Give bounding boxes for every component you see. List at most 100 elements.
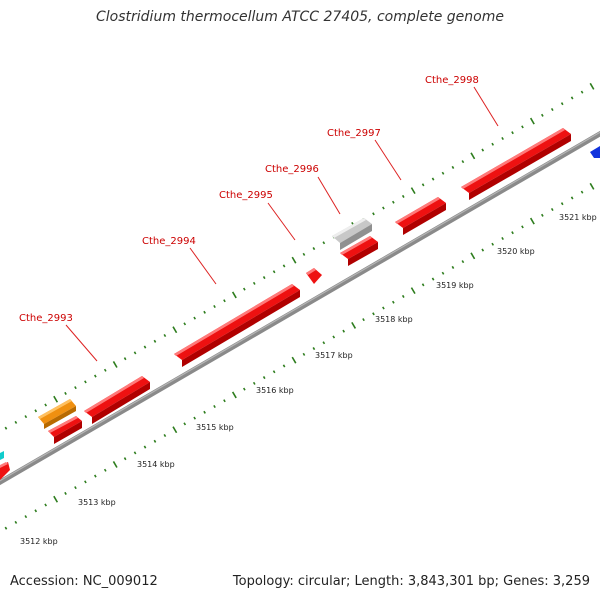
outer-ring-minor-tick — [560, 102, 564, 106]
scale-label-3517: 3517 kbp — [315, 351, 353, 360]
inner-ring-minor-tick — [282, 364, 286, 368]
outer-ring-minor-tick — [44, 403, 48, 407]
inner-ring-minor-tick — [570, 196, 574, 200]
gene-cthe-2993[interactable] — [84, 376, 150, 424]
outer-ring-minor-tick — [223, 299, 226, 303]
inner-ring-minor-tick — [511, 231, 514, 235]
outer-ring-minor-tick — [143, 345, 147, 349]
inner-ring-minor-tick — [34, 509, 38, 513]
outer-ring-minor-tick — [103, 368, 107, 372]
outer-ring-minor-tick — [451, 165, 455, 169]
outer-ring-minor-tick — [521, 125, 524, 129]
gene-label-cthe-2994: Cthe_2994 — [142, 236, 196, 247]
inner-ring-minor-tick — [24, 515, 28, 519]
inner-ring-minor-tick — [153, 439, 157, 443]
inner-ring-major-tick — [172, 426, 178, 434]
outer-ring-minor-tick — [203, 310, 206, 314]
outer-ring-minor-tick — [183, 322, 187, 326]
inner-ring-minor-tick — [421, 283, 425, 287]
inner-ring-major-tick — [470, 252, 476, 260]
outer-ring-minor-tick — [391, 200, 395, 204]
outer-ring-minor-tick — [461, 160, 465, 164]
gene-red-small-2[interactable] — [340, 236, 378, 266]
outer-ring-minor-tick — [491, 142, 495, 146]
map-title: Clostridium thermocellum ATCC 27405, com… — [96, 9, 504, 25]
inner-ring-minor-tick — [372, 312, 375, 316]
outer-ring-minor-tick — [550, 107, 554, 112]
outer-tick-ring — [4, 82, 595, 430]
outer-ring-minor-tick — [74, 386, 77, 390]
inner-ring-minor-tick — [14, 520, 18, 524]
topology-text: Topology: circular; Length: 3,843,301 bp… — [232, 574, 590, 589]
outer-ring-minor-tick — [580, 90, 584, 94]
outer-ring-minor-tick — [242, 287, 246, 291]
inner-ring-minor-tick — [4, 526, 8, 530]
scale-label-3516: 3516 kbp — [256, 386, 294, 395]
inner-ring-minor-tick — [123, 457, 127, 461]
inner-ring-minor-tick — [74, 486, 77, 490]
inner-ring-minor-tick — [213, 404, 216, 409]
gene-cyan-partial[interactable] — [0, 451, 4, 461]
inner-ring-minor-tick — [521, 225, 524, 229]
inner-ring-minor-tick — [84, 480, 87, 484]
outer-ring-minor-tick — [252, 281, 256, 285]
gene-cthe-2995[interactable] — [306, 268, 322, 284]
outer-ring-minor-tick — [153, 339, 157, 343]
scale-label-3512: 3512 kbp — [20, 537, 58, 546]
inner-ring-minor-tick — [242, 387, 246, 391]
outer-ring-minor-tick — [322, 241, 326, 245]
inner-ring-minor-tick — [103, 468, 107, 472]
outer-ring-major-tick — [410, 187, 416, 195]
inner-ring-minor-tick — [580, 190, 584, 194]
inner-ring-minor-tick — [272, 370, 276, 374]
inner-ring-minor-tick — [322, 341, 326, 345]
gene-label-cthe-2995: Cthe_2995 — [219, 190, 273, 201]
inner-ring-minor-tick — [302, 352, 306, 356]
outer-ring-minor-tick — [372, 212, 375, 216]
inner-ring-major-tick — [589, 182, 595, 190]
outer-ring-minor-tick — [421, 183, 425, 187]
scale-label-3520: 3520 kbp — [497, 247, 535, 256]
outer-ring-minor-tick — [401, 194, 405, 198]
inner-ring-minor-tick — [143, 445, 147, 449]
outer-ring-minor-tick — [501, 136, 504, 141]
gene-orange[interactable] — [38, 399, 76, 429]
outer-ring-major-tick — [589, 82, 595, 90]
outer-ring-minor-tick — [93, 374, 97, 378]
gene-blue-partial[interactable] — [590, 146, 600, 158]
inner-ring-minor-tick — [193, 416, 197, 420]
inner-ring-minor-tick — [44, 503, 48, 507]
outer-ring-minor-tick — [312, 247, 316, 251]
inner-ring-major-tick — [112, 461, 118, 468]
outer-ring-minor-tick — [570, 96, 574, 100]
inner-ring-minor-tick — [431, 277, 435, 281]
gene-cthe-2997[interactable] — [395, 197, 446, 235]
gene-red-partial-top — [0, 462, 8, 468]
outer-ring-major-tick — [53, 395, 59, 403]
genome-backbone-highlight — [0, 131, 600, 482]
inner-ring-minor-tick — [332, 335, 336, 339]
outer-ring-minor-tick — [213, 304, 216, 309]
inner-ring-minor-tick — [441, 271, 445, 275]
inner-ring-minor-tick — [461, 260, 465, 264]
inner-ring-minor-tick — [223, 399, 226, 403]
outer-ring-major-tick — [231, 291, 237, 299]
scale-label-3514: 3514 kbp — [137, 460, 175, 469]
outer-ring-minor-tick — [431, 177, 435, 181]
outer-ring-minor-tick — [262, 276, 266, 280]
inner-tick-ring — [4, 182, 595, 530]
outer-ring-minor-tick — [64, 391, 67, 395]
inner-ring-minor-tick — [312, 347, 316, 351]
inner-ring-minor-tick — [362, 318, 365, 322]
gene-cthe-2996[interactable] — [332, 218, 372, 250]
gene-features — [0, 128, 600, 480]
gene-cthe-2994[interactable] — [174, 284, 300, 367]
inner-ring-major-tick — [410, 287, 416, 295]
gene-cthe-2998[interactable] — [461, 128, 571, 200]
inner-ring-major-tick — [291, 356, 297, 364]
inner-ring-minor-tick — [342, 329, 346, 333]
gene-red-small-1[interactable] — [48, 416, 82, 444]
inner-ring-minor-tick — [133, 451, 137, 455]
scale-label-3521: 3521 kbp — [559, 213, 597, 222]
inner-ring-major-tick — [53, 495, 59, 503]
